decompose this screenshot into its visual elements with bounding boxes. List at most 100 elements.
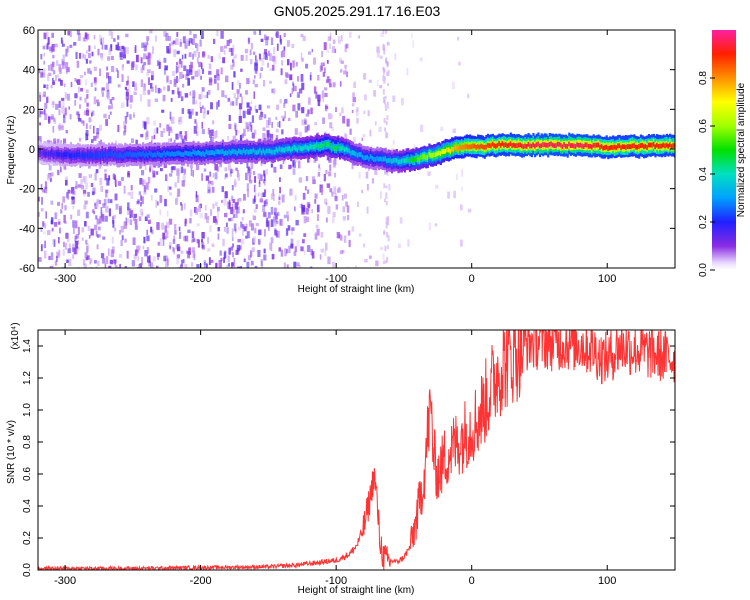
spectrogram-cell xyxy=(267,50,270,57)
spectrogram-cell xyxy=(198,205,201,212)
spectrogram-cell xyxy=(254,176,257,183)
spectrogram-cell xyxy=(259,72,262,79)
ridge-cell xyxy=(374,157,377,162)
spectrogram-cell xyxy=(211,137,214,145)
spectrogram-cell xyxy=(101,87,105,94)
spectrogram-cell xyxy=(187,229,191,233)
spectrogram-cell xyxy=(139,94,142,102)
ridge-cell xyxy=(602,145,605,151)
spectrogram-cell xyxy=(383,80,386,84)
spectrogram-cell xyxy=(304,120,307,125)
spectrogram-cell xyxy=(85,109,90,116)
spectrogram-cell xyxy=(165,232,168,238)
spectrogram-cell xyxy=(230,207,234,215)
spectrogram-cell xyxy=(90,70,92,75)
spectrogram-cell xyxy=(259,58,263,62)
spectrogram-cell xyxy=(326,60,329,64)
spectrogram-cell xyxy=(109,111,112,115)
spectrogram-cell xyxy=(323,174,326,182)
spectrogram-cell xyxy=(230,47,234,56)
spectrogram-cell xyxy=(146,229,148,235)
spectrogram-cell xyxy=(97,48,100,56)
spectrogram-cell xyxy=(386,245,389,249)
ridge-cell xyxy=(607,146,610,151)
spectrogram-cell xyxy=(151,140,153,145)
spectrogram-cell xyxy=(329,43,331,49)
spectrogram-cell xyxy=(292,61,295,69)
spectrogram-cell xyxy=(123,185,126,194)
spectrogram-cell xyxy=(65,179,68,186)
spectrogram-cell xyxy=(143,121,147,130)
spectrogram-cell xyxy=(60,37,63,44)
ridge-cell xyxy=(278,146,281,152)
spectrogram-cell xyxy=(147,69,151,73)
spectrogram-cell xyxy=(159,209,162,216)
spectrogram-cell xyxy=(320,248,324,253)
ridge-cell xyxy=(371,155,374,161)
spectrogram-cell xyxy=(164,198,167,207)
spectrogram-cell xyxy=(166,46,170,54)
ridge-cell xyxy=(447,147,450,153)
spectrogram-cell xyxy=(273,215,277,222)
spectrogram-cell xyxy=(182,83,185,88)
spectrogram-cell xyxy=(307,156,310,163)
spectrogram-cell xyxy=(200,62,203,70)
ridge-cell xyxy=(314,144,317,149)
spectrogram-cell xyxy=(179,134,183,139)
spectrogram-cell xyxy=(168,218,173,225)
spectrogram-cell xyxy=(150,226,153,233)
spectrogram-cell xyxy=(242,209,245,214)
spectrogram-cell xyxy=(67,193,69,200)
spectrogram-cell xyxy=(290,238,294,247)
spectrogram-cell xyxy=(297,264,301,268)
ridge-cell xyxy=(52,153,55,159)
spectrogram-cell xyxy=(358,35,360,39)
ridge-cell xyxy=(64,152,67,157)
spectrogram-cell xyxy=(231,217,234,222)
spectrogram-cell xyxy=(231,236,234,242)
spectrogram-cell xyxy=(386,61,389,66)
spectrogram-cell xyxy=(362,133,366,138)
snr-y-scale-label: (x10⁴) xyxy=(10,322,21,349)
spectrogram-cell xyxy=(385,217,388,224)
spectrogram-cell xyxy=(72,220,75,228)
spectrogram-cell xyxy=(207,187,211,194)
spectrogram-cell xyxy=(174,182,177,188)
spectrogram-cell xyxy=(352,97,356,103)
spectrogram-cell xyxy=(294,267,298,268)
spectrogram-cell xyxy=(40,244,43,252)
spectrogram-cell xyxy=(233,257,236,263)
spectrogram-cell xyxy=(249,58,253,65)
spectrogram-cell xyxy=(238,103,243,110)
spectrogram-cell xyxy=(227,136,230,141)
ridge-cell xyxy=(322,143,325,149)
colorbar-gradient xyxy=(712,30,736,270)
ridge-cell xyxy=(124,152,127,158)
spectrogram-cell xyxy=(177,87,180,95)
spectrogram-cell xyxy=(171,70,176,76)
spectrogram-cell xyxy=(305,113,309,117)
spectrogram-cell xyxy=(223,50,226,55)
spectrogram-cell xyxy=(136,249,139,254)
spectrogram-cell xyxy=(42,94,46,98)
spectrogram-cell xyxy=(142,179,145,187)
ridge-cell xyxy=(285,146,288,152)
spectrogram-cell xyxy=(227,255,230,263)
spectrogram-cell xyxy=(135,54,139,63)
spectrogram-cell xyxy=(285,72,288,77)
spectrogram-cell xyxy=(399,217,403,224)
ridge-cell xyxy=(530,143,533,149)
spectrogram-cell xyxy=(147,177,151,184)
ridge-cell xyxy=(547,142,550,148)
spectrogram-cell xyxy=(102,37,105,45)
spectrogram-cell xyxy=(124,86,127,90)
spectrogram-cell xyxy=(178,226,181,231)
spectrogram-cell xyxy=(180,250,184,254)
spectrogram-cell xyxy=(67,189,71,194)
spectrogram-cell xyxy=(292,160,295,167)
ridge-cell xyxy=(665,142,668,148)
spectrogram-cell xyxy=(247,255,251,261)
spectrogram-cell xyxy=(87,192,90,197)
ridge-cell xyxy=(260,150,263,156)
spectrogram-cell xyxy=(272,216,276,224)
